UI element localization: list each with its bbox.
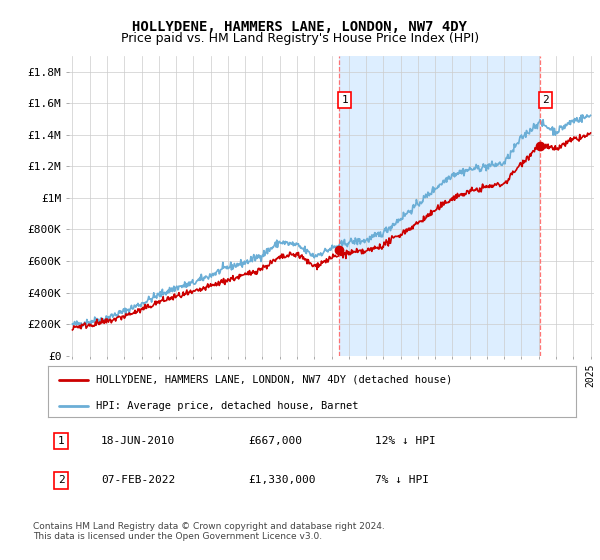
Text: 2: 2 [58, 475, 65, 485]
Text: Contains HM Land Registry data © Crown copyright and database right 2024.
This d: Contains HM Land Registry data © Crown c… [33, 522, 385, 542]
Bar [340, 56, 540, 356]
Text: HPI: Average price, detached house, Barnet: HPI: Average price, detached house, Barn… [95, 401, 358, 411]
Text: 18-JUN-2010: 18-JUN-2010 [101, 436, 175, 446]
Text: 1: 1 [58, 436, 65, 446]
Text: 2: 2 [542, 95, 549, 105]
Text: 7% ↓ HPI: 7% ↓ HPI [376, 475, 430, 485]
Text: 12% ↓ HPI: 12% ↓ HPI [376, 436, 436, 446]
Text: 1: 1 [341, 95, 348, 105]
Text: HOLLYDENE, HAMMERS LANE, LONDON, NW7 4DY: HOLLYDENE, HAMMERS LANE, LONDON, NW7 4DY [133, 20, 467, 34]
Text: 07-FEB-2022: 07-FEB-2022 [101, 475, 175, 485]
Text: Price paid vs. HM Land Registry's House Price Index (HPI): Price paid vs. HM Land Registry's House … [121, 32, 479, 45]
Text: HOLLYDENE, HAMMERS LANE, LONDON, NW7 4DY (detached house): HOLLYDENE, HAMMERS LANE, LONDON, NW7 4DY… [95, 375, 452, 385]
Text: £667,000: £667,000 [248, 436, 302, 446]
Text: £1,330,000: £1,330,000 [248, 475, 316, 485]
